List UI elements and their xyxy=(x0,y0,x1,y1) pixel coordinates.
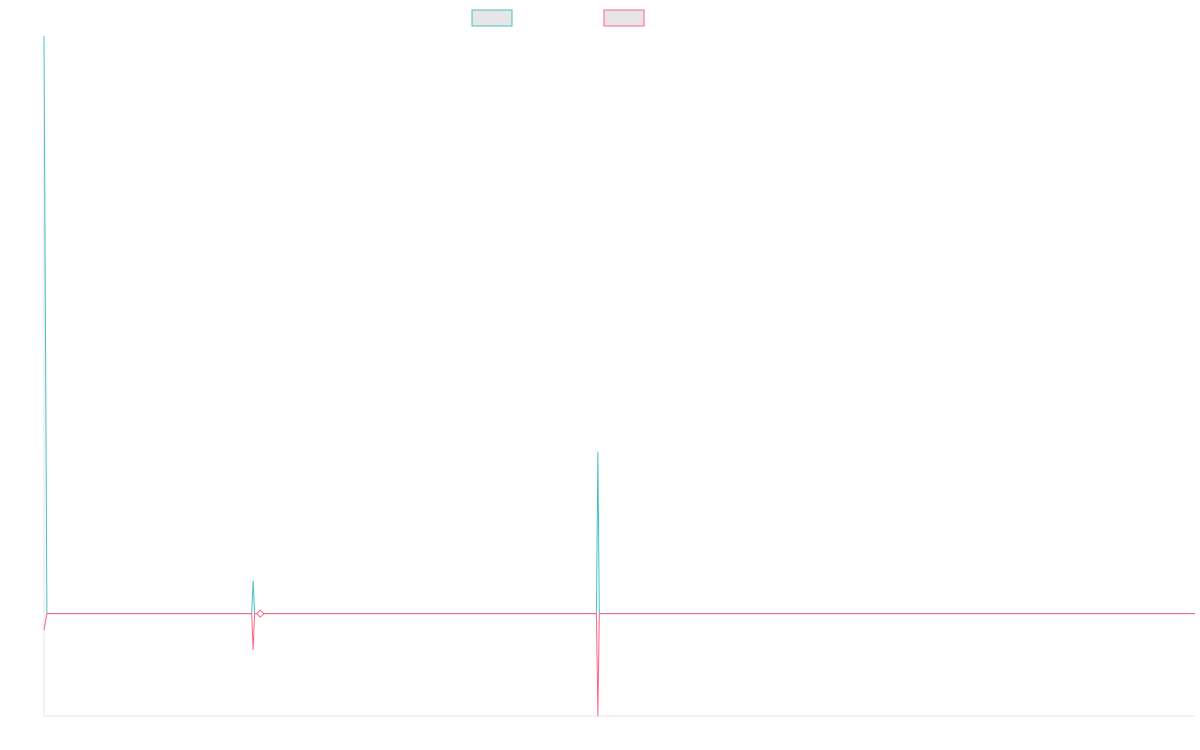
axes xyxy=(43,36,1195,717)
series-line-2 xyxy=(43,613,1195,717)
data-point-marker[interactable] xyxy=(256,609,265,618)
series-markers xyxy=(256,609,265,618)
legend-swatch-1[interactable] xyxy=(471,9,513,27)
series-lines xyxy=(43,35,1195,717)
series-line-1 xyxy=(43,35,1195,615)
legend-swatch-2[interactable] xyxy=(603,9,645,27)
legend xyxy=(471,9,645,27)
